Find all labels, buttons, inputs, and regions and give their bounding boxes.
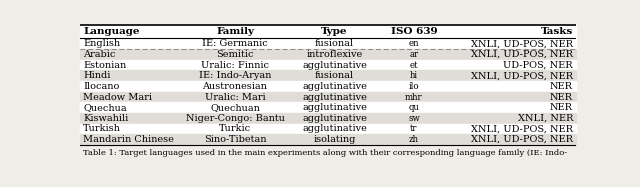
- Text: IE: Indo-Aryan: IE: Indo-Aryan: [199, 71, 271, 80]
- Text: Turkish: Turkish: [83, 124, 121, 134]
- Text: ilo: ilo: [409, 82, 419, 91]
- Text: IE: Germanic: IE: Germanic: [202, 39, 268, 48]
- Text: XNLI, UD-POS, NER: XNLI, UD-POS, NER: [471, 39, 573, 48]
- Bar: [80, 81, 576, 92]
- Bar: [80, 92, 576, 102]
- Text: NER: NER: [550, 103, 573, 112]
- Text: qu: qu: [408, 103, 419, 112]
- Text: sw: sw: [408, 114, 420, 123]
- Text: agglutinative: agglutinative: [302, 61, 367, 70]
- Text: mhr: mhr: [405, 93, 423, 102]
- Text: Meadow Mari: Meadow Mari: [83, 93, 152, 102]
- Text: Niger-Congo: Bantu: Niger-Congo: Bantu: [186, 114, 285, 123]
- Text: Quechuan: Quechuan: [210, 103, 260, 112]
- Bar: [80, 39, 576, 49]
- Bar: [80, 70, 576, 81]
- Text: tr: tr: [410, 124, 418, 134]
- Bar: [80, 49, 576, 60]
- Text: agglutinative: agglutinative: [302, 124, 367, 134]
- Text: Semitic: Semitic: [216, 50, 253, 59]
- Text: hi: hi: [410, 71, 418, 80]
- Text: English: English: [83, 39, 120, 48]
- Text: Ilocano: Ilocano: [83, 82, 120, 91]
- Text: Quechua: Quechua: [83, 103, 127, 112]
- Text: fusional: fusional: [315, 39, 354, 48]
- Text: Uralic: Mari: Uralic: Mari: [205, 93, 266, 102]
- Text: Family: Family: [216, 27, 254, 36]
- Text: agglutinative: agglutinative: [302, 82, 367, 91]
- Bar: [80, 60, 576, 70]
- Bar: [80, 134, 576, 145]
- Text: Austronesian: Austronesian: [203, 82, 268, 91]
- Text: Language: Language: [83, 27, 140, 36]
- Text: Arabic: Arabic: [83, 50, 115, 59]
- Text: agglutinative: agglutinative: [302, 103, 367, 112]
- Text: XNLI, UD-POS, NER: XNLI, UD-POS, NER: [471, 71, 573, 80]
- Text: agglutinative: agglutinative: [302, 114, 367, 123]
- Text: NER: NER: [550, 82, 573, 91]
- Text: XNLI, NER: XNLI, NER: [518, 114, 573, 123]
- Text: en: en: [409, 39, 419, 48]
- Text: Estonian: Estonian: [83, 61, 126, 70]
- Text: Turkic: Turkic: [219, 124, 251, 134]
- Text: agglutinative: agglutinative: [302, 93, 367, 102]
- Text: UD-POS, NER: UD-POS, NER: [503, 61, 573, 70]
- Text: introflexive: introflexive: [307, 50, 363, 59]
- Text: fusional: fusional: [315, 71, 354, 80]
- Bar: [80, 102, 576, 113]
- Bar: [80, 124, 576, 134]
- Text: Kiswahili: Kiswahili: [83, 114, 129, 123]
- Bar: [80, 113, 576, 124]
- Text: ar: ar: [410, 50, 419, 59]
- Text: Mandarin Chinese: Mandarin Chinese: [83, 135, 174, 144]
- Text: ISO 639: ISO 639: [390, 27, 437, 36]
- Text: Uralic: Finnic: Uralic: Finnic: [201, 61, 269, 70]
- Text: XNLI, UD-POS, NER: XNLI, UD-POS, NER: [471, 124, 573, 134]
- Text: Hindi: Hindi: [83, 71, 111, 80]
- Text: Type: Type: [321, 27, 348, 36]
- Text: NER: NER: [550, 93, 573, 102]
- Text: Sino-Tibetan: Sino-Tibetan: [204, 135, 266, 144]
- Text: Table 1: Target languages used in the main experiments along with their correspo: Table 1: Target languages used in the ma…: [83, 149, 567, 157]
- Text: XNLI, UD-POS, NER: XNLI, UD-POS, NER: [471, 135, 573, 144]
- Text: zh: zh: [409, 135, 419, 144]
- Text: XNLI, UD-POS, NER: XNLI, UD-POS, NER: [471, 50, 573, 59]
- Bar: [80, 25, 576, 145]
- Text: et: et: [410, 61, 419, 70]
- Text: isolating: isolating: [314, 135, 356, 144]
- Text: Tasks: Tasks: [541, 27, 573, 36]
